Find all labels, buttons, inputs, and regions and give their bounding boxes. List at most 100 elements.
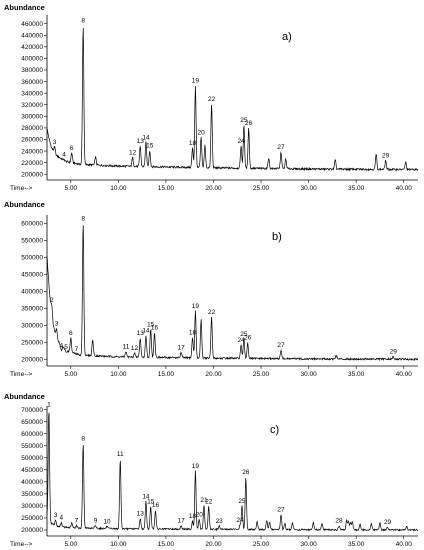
y-tick-label: 240000 [21, 148, 43, 155]
panel-label: a) [282, 31, 292, 43]
y-tick-label: 340000 [21, 90, 43, 97]
y-tick-label: 360000 [21, 79, 43, 86]
x-tick-label: 5.00 [64, 185, 77, 192]
y-tick-label: 700000 [21, 407, 43, 414]
peak-label: 19 [192, 78, 200, 85]
peak-label: 24 [237, 138, 245, 145]
peak-label: 8 [81, 435, 85, 442]
peak-label: 11 [117, 451, 124, 458]
chromatogram-panel-a: Abundance 200000 220000 240000 260000 280000 3… [4, 3, 419, 192]
y-tick-label: 400000 [21, 289, 43, 296]
peak-label: 26 [242, 469, 250, 476]
peak-label: 27 [277, 144, 285, 151]
y-tick-label: 300000 [21, 322, 43, 329]
peak-label: 16 [152, 502, 160, 509]
y-axis-title: Abundance [4, 3, 45, 12]
peak-label: 18 [189, 513, 197, 520]
x-tick-label: 5.00 [64, 371, 77, 378]
peak-label: 7 [75, 518, 79, 525]
peak-label: 2 [50, 297, 54, 304]
peak-label: 21 [200, 497, 208, 504]
x-tick-label: 15.00 [158, 371, 175, 378]
y-tick-label: 380000 [21, 67, 43, 74]
peak-label: 13 [137, 510, 145, 517]
y-tick-label: 450000 [21, 467, 43, 474]
x-tick-label: 10.00 [110, 185, 127, 192]
y-axis-title: Abundance [4, 200, 45, 209]
peak-label: 24 [236, 517, 244, 524]
chromatogram-trace [46, 225, 419, 362]
y-tick-label: 550000 [21, 443, 43, 450]
y-tick-label: 400000 [21, 56, 43, 63]
peak-label: 12 [131, 345, 139, 352]
peak-label: 25 [240, 331, 248, 338]
y-tick-label: 350000 [21, 491, 43, 498]
x-axis-title: Time--> [10, 185, 33, 192]
y-tick-label: 350000 [21, 306, 43, 313]
peak-label: 25 [238, 498, 246, 505]
y-tick-label: 200000 [21, 527, 43, 534]
x-tick-label: 5.00 [64, 541, 77, 548]
x-axis-title: Time--> [10, 541, 33, 548]
peak-label: 9 [94, 518, 98, 525]
peak-label: 1 [47, 402, 51, 409]
peak-label: 5 [64, 344, 68, 351]
peak-label: 16 [151, 325, 159, 332]
peak-label: 8 [81, 215, 85, 222]
x-tick-label: 35.00 [348, 371, 365, 378]
y-tick-label: 500000 [21, 455, 43, 462]
y-tick-label: 460000 [21, 21, 43, 28]
peak-label: 29 [382, 152, 390, 159]
peak-label: 14 [142, 134, 150, 141]
peak-label: 15 [147, 322, 155, 329]
peak-label: 25 [240, 117, 248, 124]
y-tick-label: 600000 [21, 221, 43, 228]
peak-label: 10 [103, 518, 111, 525]
peak-label: 3 [54, 512, 58, 519]
x-axis-title: Time--> [10, 371, 33, 378]
y-tick-label: 650000 [21, 419, 43, 426]
x-tick-label: 10.00 [110, 371, 127, 378]
peak-label: 6 [70, 145, 74, 152]
peak-label: 17 [178, 344, 186, 351]
x-tick-label: 15.00 [158, 185, 175, 192]
y-tick-label: 500000 [21, 255, 43, 262]
y-tick-label: 280000 [21, 125, 43, 132]
y-tick-label: 300000 [21, 503, 43, 510]
x-tick-label: 35.00 [348, 541, 365, 548]
chromatogram-panel-b: Abundance 200000 250000 300000 350000 400000 4… [4, 200, 419, 378]
peak-label: 4 [59, 342, 63, 349]
y-tick-label: 400000 [21, 479, 43, 486]
x-tick-label: 15.00 [158, 541, 175, 548]
peak-label: 27 [277, 506, 285, 513]
peak-label: 14 [142, 494, 150, 501]
y-tick-label: 250000 [21, 515, 43, 522]
peak-label: 7 [75, 346, 79, 353]
peak-label: 26 [245, 120, 253, 127]
x-tick-label: 25.00 [253, 541, 270, 548]
peak-label: 3 [55, 321, 59, 328]
peak-label: 20 [196, 512, 204, 519]
peak-label: 19 [192, 303, 200, 310]
y-tick-label: 420000 [21, 44, 43, 51]
peak-label: 13 [137, 138, 145, 145]
peak-label: 4 [59, 515, 63, 522]
x-tick-label: 40.00 [396, 371, 413, 378]
peak-label: 27 [277, 342, 285, 349]
peak-label: 14 [142, 327, 150, 334]
x-tick-label: 40.00 [396, 185, 413, 192]
x-tick-label: 25.00 [253, 371, 270, 378]
y-axis-title: Abundance [4, 392, 45, 401]
peak-label: 13 [137, 330, 145, 337]
chromatogram-trace [46, 27, 419, 172]
peak-label: 22 [205, 498, 213, 505]
chromatogram-panel-c: Abundance 200000 250000 300000 350000 400000 4… [4, 392, 419, 548]
peak-label: 6 [69, 330, 73, 337]
y-tick-label: 440000 [21, 32, 43, 39]
peak-label: 15 [147, 499, 155, 506]
y-tick-label: 200000 [21, 356, 43, 363]
peak-label: 22 [208, 309, 216, 316]
x-tick-label: 25.00 [253, 185, 270, 192]
peak-label: 29 [390, 348, 398, 355]
peak-label: 18 [189, 329, 197, 336]
